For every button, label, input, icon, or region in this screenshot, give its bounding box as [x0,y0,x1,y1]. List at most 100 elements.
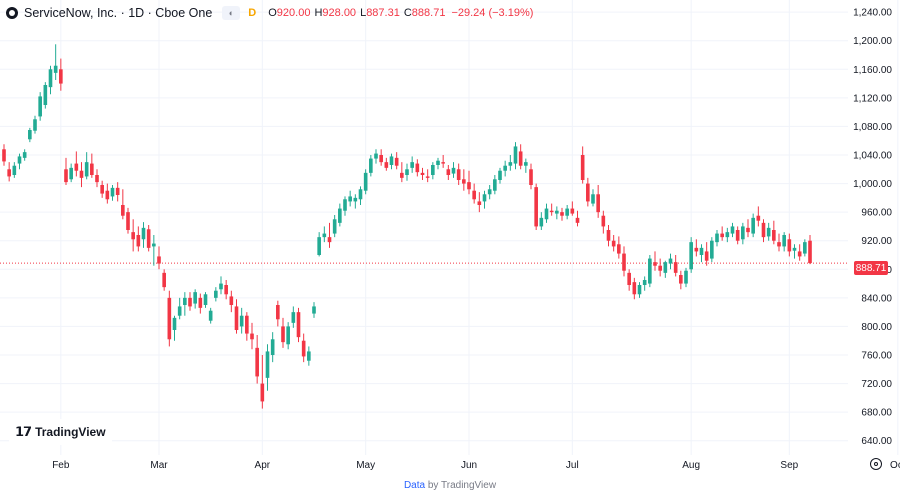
candle[interactable] [622,246,626,277]
candle[interactable] [157,246,161,270]
candle[interactable] [74,151,79,177]
candle[interactable] [250,322,254,350]
candle[interactable] [725,227,730,243]
candle[interactable] [394,152,399,170]
candle[interactable] [555,206,559,220]
candle[interactable] [53,44,58,80]
candle[interactable] [136,226,141,252]
candle[interactable] [549,203,554,216]
candle[interactable] [472,183,476,204]
candle[interactable] [105,183,110,204]
candle[interactable] [451,162,456,178]
settings-gear-icon[interactable] [870,458,882,470]
candle[interactable] [296,307,301,343]
candle[interactable] [152,235,156,266]
candle[interactable] [33,115,37,134]
candle[interactable] [772,220,776,245]
candle[interactable] [100,180,104,198]
candle[interactable] [715,230,719,247]
candle[interactable] [332,215,337,238]
candle[interactable] [7,162,11,182]
candle[interactable] [79,162,84,188]
candle[interactable] [162,269,166,291]
candle[interactable] [710,237,714,263]
candle[interactable] [673,255,678,277]
candle[interactable] [446,165,451,180]
candle[interactable] [270,332,275,363]
candle[interactable] [751,213,755,238]
candle[interactable] [513,142,518,170]
candle[interactable] [498,167,502,184]
candle[interactable] [22,149,27,161]
candle[interactable] [84,152,89,180]
candle[interactable] [642,276,647,291]
candle[interactable] [782,232,786,252]
candle[interactable] [410,156,414,173]
candle[interactable] [797,244,802,261]
candle[interactable] [358,186,363,205]
candle[interactable] [544,203,549,223]
candle[interactable] [177,297,182,320]
candle[interactable] [803,239,807,257]
candle[interactable] [524,158,528,173]
candle[interactable] [255,335,259,384]
candle[interactable] [183,292,187,316]
candle[interactable] [239,307,244,334]
candle[interactable] [64,157,68,185]
candle[interactable] [503,160,507,177]
candle[interactable] [462,169,466,191]
candle[interactable] [539,212,544,230]
candle[interactable] [420,167,425,180]
candle[interactable] [389,153,394,170]
candle[interactable] [487,185,492,200]
candle[interactable] [95,169,99,188]
candle[interactable] [425,169,430,183]
candle[interactable] [188,292,192,311]
candle[interactable] [121,189,125,220]
candle[interactable] [343,196,347,216]
candle[interactable] [276,300,280,327]
candle[interactable] [601,210,606,234]
candle[interactable] [648,255,652,288]
candle[interactable] [565,205,569,220]
candle[interactable] [224,280,228,300]
candle[interactable] [653,251,657,271]
candle[interactable] [477,192,482,213]
price-axis[interactable]: 640.00680.00720.00760.00800.00840.00880.… [853,8,892,448]
candle[interactable] [203,292,208,308]
candle[interactable] [131,219,135,252]
candle[interactable] [704,242,709,266]
candle[interactable] [699,244,704,263]
candle[interactable] [689,237,693,273]
footer-data-link[interactable]: Data [403,480,426,491]
candle[interactable] [580,146,585,184]
candle[interactable] [2,144,6,166]
candle[interactable] [508,155,513,171]
candle[interactable] [281,317,285,348]
candle[interactable] [48,65,53,95]
candle[interactable] [384,157,389,171]
market-status-badge[interactable]: ◐ [222,6,241,20]
candle[interactable] [467,170,471,195]
candle[interactable] [756,206,761,227]
candle[interactable] [606,225,611,247]
candle[interactable] [560,207,564,221]
tradingview-logo[interactable]: 𝟭𝟳 TradingView [9,419,112,445]
candle[interactable] [307,346,311,366]
candle[interactable] [374,149,378,164]
candle[interactable] [43,82,48,109]
candle[interactable] [229,290,234,313]
candle[interactable] [400,162,404,183]
candle[interactable] [312,302,316,318]
symbol-title[interactable]: ServiceNow, Inc. · 1D · Cboe One [24,6,213,20]
candle[interactable] [792,244,797,259]
candle[interactable] [115,182,120,202]
candle[interactable] [28,127,32,143]
candle[interactable] [694,239,699,257]
candle[interactable] [405,163,409,181]
candle[interactable] [596,185,600,218]
candle[interactable] [12,162,17,178]
candle[interactable] [291,306,296,328]
candle[interactable] [141,222,146,248]
candle[interactable] [431,162,435,180]
